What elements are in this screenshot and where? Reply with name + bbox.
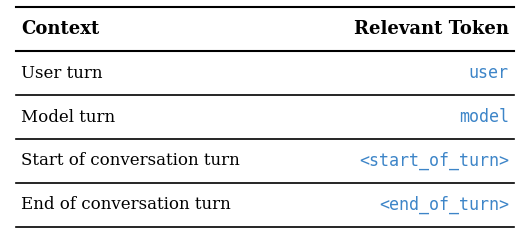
Text: Relevant Token: Relevant Token	[354, 20, 509, 38]
Text: Context: Context	[21, 20, 100, 38]
Text: End of conversation turn: End of conversation turn	[21, 197, 231, 213]
Text: User turn: User turn	[21, 65, 103, 81]
Text: Start of conversation turn: Start of conversation turn	[21, 153, 240, 169]
Text: <start_of_turn>: <start_of_turn>	[359, 152, 509, 170]
Text: user: user	[469, 64, 509, 82]
Text: <end_of_turn>: <end_of_turn>	[379, 196, 509, 214]
Text: model: model	[459, 108, 509, 126]
Text: Model turn: Model turn	[21, 109, 116, 125]
